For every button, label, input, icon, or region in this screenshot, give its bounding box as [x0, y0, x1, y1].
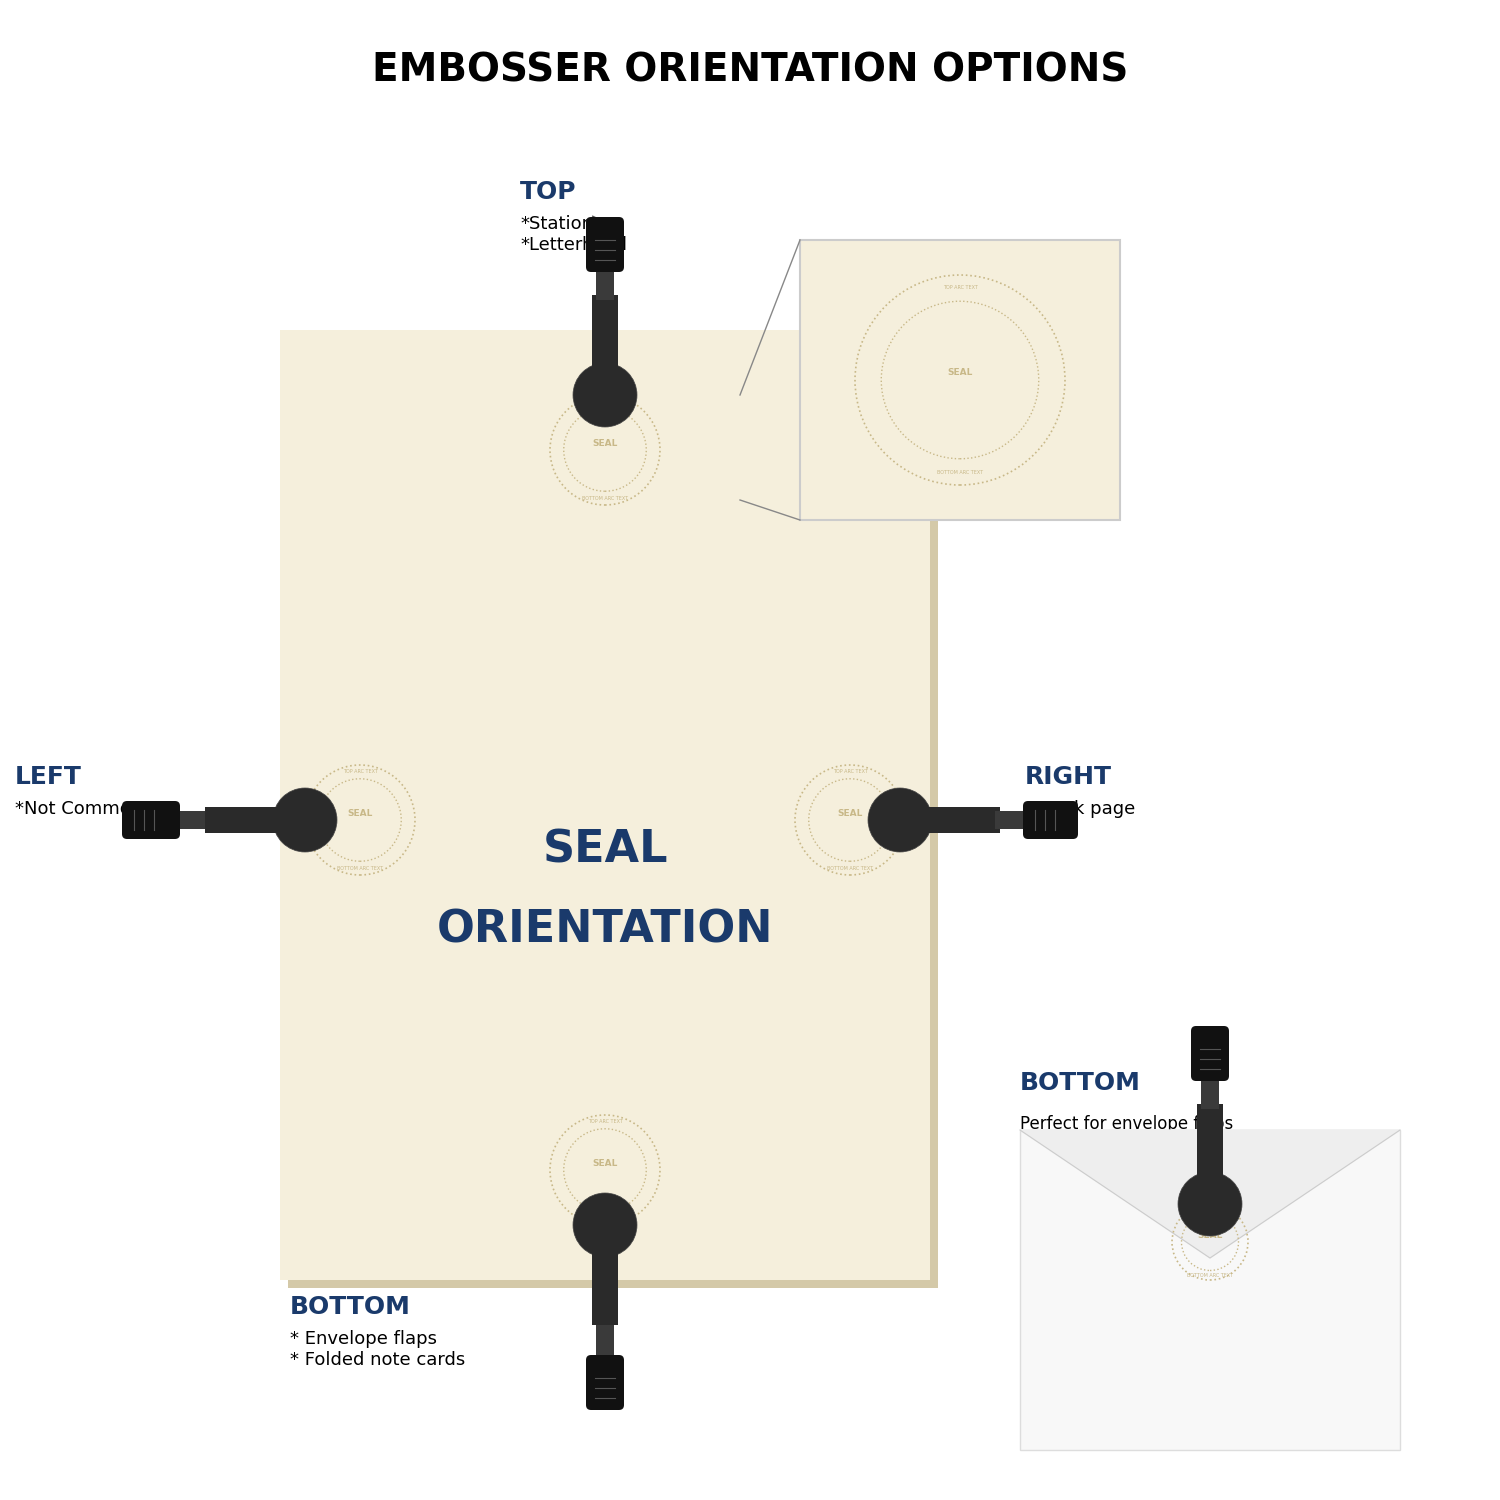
Text: BOTTOM ARC TEXT: BOTTOM ARC TEXT: [1186, 1274, 1233, 1278]
Text: TOP ARC TEXT: TOP ARC TEXT: [342, 770, 378, 774]
FancyBboxPatch shape: [122, 801, 180, 838]
Text: SEAL: SEAL: [543, 828, 668, 872]
Text: TOP ARC TEXT: TOP ARC TEXT: [1192, 1206, 1227, 1210]
Circle shape: [1178, 1172, 1242, 1236]
Text: EMBOSSER ORIENTATION OPTIONS: EMBOSSER ORIENTATION OPTIONS: [372, 51, 1128, 88]
Bar: [1197, 1104, 1222, 1204]
Text: * Envelope flaps
* Folded note cards: * Envelope flaps * Folded note cards: [290, 1330, 465, 1370]
Text: Perfect for envelope flaps
or bottom of page seals: Perfect for envelope flaps or bottom of …: [1020, 1114, 1233, 1154]
Text: * Book page: * Book page: [1024, 800, 1136, 818]
Text: TOP: TOP: [520, 180, 576, 204]
Text: TOP ARC TEXT: TOP ARC TEXT: [588, 1119, 622, 1124]
Bar: [596, 1324, 613, 1360]
Text: TOP ARC TEXT: TOP ARC TEXT: [942, 285, 978, 290]
Bar: [1202, 1074, 1219, 1108]
FancyBboxPatch shape: [288, 338, 938, 1288]
Bar: [170, 812, 206, 830]
Text: BOTTOM ARC TEXT: BOTTOM ARC TEXT: [582, 496, 628, 501]
Text: SEAL: SEAL: [837, 808, 862, 818]
Text: BOTTOM: BOTTOM: [1020, 1071, 1142, 1095]
Text: BOTTOM ARC TEXT: BOTTOM ARC TEXT: [938, 470, 982, 476]
Bar: [206, 807, 304, 832]
Circle shape: [273, 788, 338, 852]
Circle shape: [868, 788, 932, 852]
Text: *Stationery
*Letterhead: *Stationery *Letterhead: [520, 214, 627, 254]
Text: SEAL: SEAL: [948, 369, 972, 378]
Text: LEFT: LEFT: [15, 765, 82, 789]
Text: SEAL: SEAL: [1197, 1230, 1222, 1239]
Text: SEAL: SEAL: [348, 808, 372, 818]
Text: ORIENTATION: ORIENTATION: [436, 909, 774, 951]
Text: SEAL: SEAL: [592, 438, 618, 447]
FancyBboxPatch shape: [1023, 801, 1078, 838]
FancyBboxPatch shape: [280, 330, 930, 1280]
Text: SEAL: SEAL: [592, 1158, 618, 1167]
FancyBboxPatch shape: [586, 217, 624, 272]
Text: BOTTOM ARC TEXT: BOTTOM ARC TEXT: [338, 865, 382, 871]
FancyBboxPatch shape: [586, 1354, 624, 1410]
Text: BOTTOM: BOTTOM: [290, 1294, 411, 1318]
Bar: [596, 266, 613, 300]
FancyBboxPatch shape: [800, 240, 1120, 520]
Circle shape: [573, 363, 638, 428]
Bar: [592, 296, 618, 394]
FancyBboxPatch shape: [1020, 1130, 1400, 1450]
Text: *Not Common: *Not Common: [15, 800, 142, 818]
Circle shape: [573, 1192, 638, 1257]
Text: TOP ARC TEXT: TOP ARC TEXT: [588, 399, 622, 404]
FancyBboxPatch shape: [1191, 1026, 1228, 1082]
Bar: [592, 1226, 618, 1324]
Bar: [994, 812, 1030, 830]
Text: BOTTOM ARC TEXT: BOTTOM ARC TEXT: [582, 1216, 628, 1221]
Text: BOTTOM ARC TEXT: BOTTOM ARC TEXT: [827, 865, 873, 871]
Text: TOP ARC TEXT: TOP ARC TEXT: [833, 770, 867, 774]
Polygon shape: [1020, 1130, 1400, 1258]
Bar: [900, 807, 1001, 832]
Text: RIGHT: RIGHT: [1024, 765, 1112, 789]
